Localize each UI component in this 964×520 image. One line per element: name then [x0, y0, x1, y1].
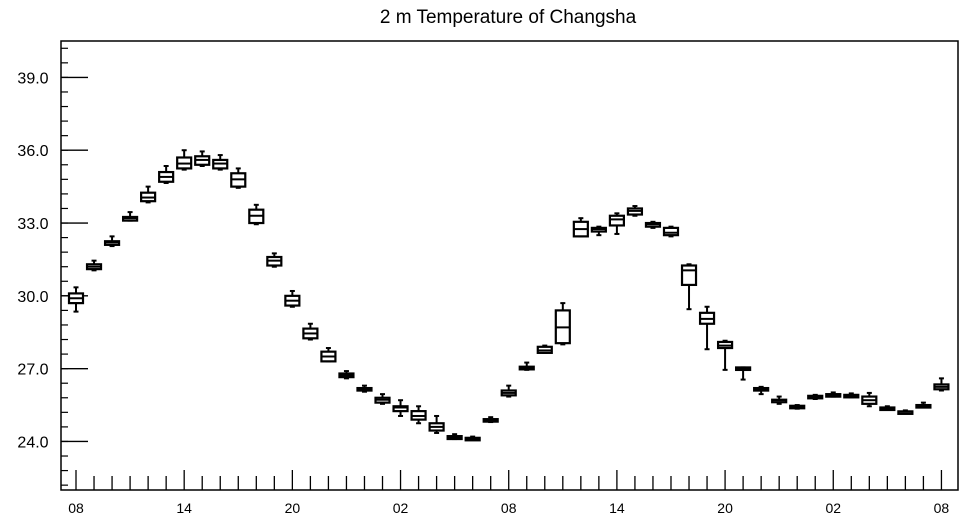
box-item [915, 401, 932, 409]
box-item [302, 322, 319, 341]
box-item [284, 289, 301, 308]
box-item [140, 185, 157, 204]
x-tick-label: 14 [176, 500, 192, 516]
y-tick-label: 30.0 [17, 289, 48, 306]
y-tick-label: 27.0 [17, 362, 48, 379]
x-tick-label: 02 [825, 500, 841, 516]
box-item [464, 435, 481, 442]
box-iqr [662, 226, 680, 237]
box-item [771, 395, 788, 405]
x-tick-label: 08 [68, 500, 84, 516]
box-item [482, 416, 499, 424]
box-item [843, 392, 860, 399]
y-tick-label: 24.0 [17, 434, 48, 451]
box-item [626, 205, 644, 217]
chart-title: 2 m Temperature of Changsha [380, 7, 637, 28]
box-item [266, 252, 283, 268]
box-iqr [392, 405, 409, 413]
box-item [500, 384, 517, 398]
box-item [121, 211, 139, 222]
box-item [338, 370, 355, 380]
box-item [789, 404, 806, 410]
x-tick-label: 08 [934, 500, 950, 516]
box-item [753, 385, 770, 396]
box-item [572, 217, 589, 238]
box-item [825, 391, 842, 398]
box-item [67, 286, 85, 313]
box-series [67, 149, 950, 442]
y-tick-label: 36.0 [17, 143, 48, 160]
y-axis: 24.0 27.0 30.0 33.0 36.0 39.0 [17, 47, 88, 486]
box-item [662, 225, 680, 238]
box-item [554, 302, 571, 346]
box-item [320, 347, 337, 363]
box-item [194, 150, 211, 167]
box-item [807, 393, 824, 400]
box-item [230, 167, 247, 189]
box-item [590, 225, 607, 237]
box-item [392, 399, 409, 417]
box-item [85, 259, 103, 272]
x-tick-label: 08 [501, 500, 517, 516]
box-iqr [680, 264, 698, 287]
box-item [897, 409, 914, 415]
box-iqr [608, 214, 626, 227]
x-tick-label: 14 [609, 500, 625, 516]
box-item [644, 220, 662, 229]
box-item [698, 305, 716, 351]
box-item [374, 393, 391, 405]
box-item [212, 154, 229, 171]
box-item [933, 377, 950, 392]
y-tick-label: 33.0 [17, 216, 48, 233]
plot-frame [60, 40, 959, 491]
box-item [446, 433, 463, 441]
box-item [716, 339, 734, 371]
box-item [103, 235, 121, 248]
box-item [176, 149, 193, 171]
box-item [680, 263, 698, 311]
x-axis: 08 14 20 02 08 14 20 02 08 [68, 470, 949, 516]
y-tick-label: 39.0 [17, 70, 48, 87]
x-tick-label: 02 [393, 500, 409, 516]
box-item [735, 366, 752, 381]
box-item [428, 414, 445, 434]
x-tick-label: 20 [285, 500, 301, 516]
box-item [518, 361, 535, 371]
box-item [356, 384, 373, 393]
x-tick-label: 20 [717, 500, 733, 516]
box-item [879, 405, 896, 412]
box-item [861, 391, 878, 408]
box-item [158, 164, 175, 184]
box-item [248, 203, 265, 226]
box-item [608, 212, 626, 235]
box-item [536, 344, 553, 354]
box-item [410, 405, 427, 425]
